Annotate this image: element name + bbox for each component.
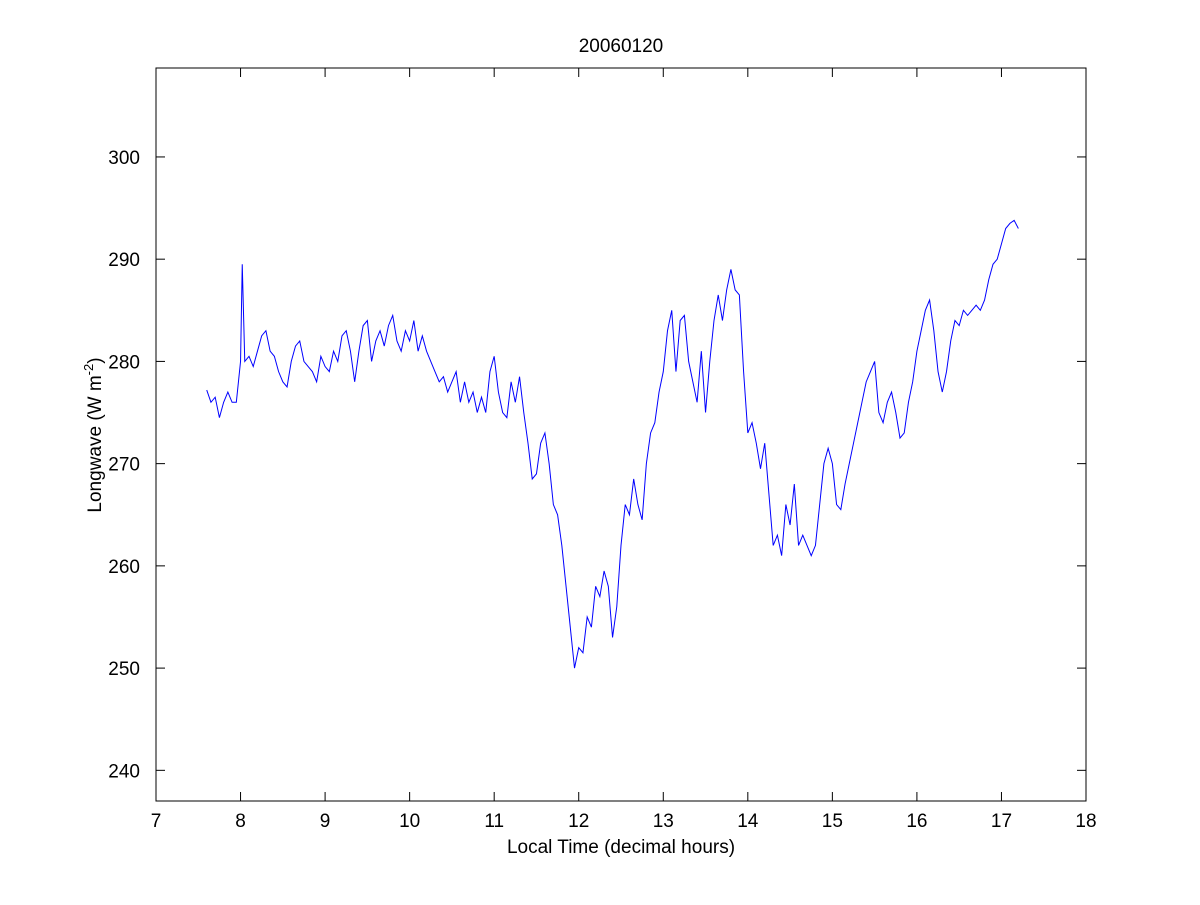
y-tick-label: 270	[108, 455, 140, 476]
x-tick-label: 13	[653, 811, 674, 832]
y-tick-label: 260	[108, 557, 140, 578]
y-axis-label: Longwave (W m-2)	[81, 357, 106, 512]
x-axis-label: Local Time (decimal hours)	[507, 837, 735, 858]
x-tick-label: 10	[399, 811, 420, 832]
y-tick-label: 300	[108, 148, 140, 169]
y-tick-label: 280	[108, 352, 140, 373]
chart-title: 20060120	[579, 36, 664, 57]
y-tick-label: 290	[108, 250, 140, 271]
x-tick-label: 14	[737, 811, 759, 832]
y-tick-label: 250	[108, 659, 140, 680]
plot-box	[155, 67, 1087, 802]
x-tick-label: 12	[568, 811, 589, 832]
x-tick-label: 11	[484, 811, 504, 832]
data-line	[206, 219, 1019, 669]
x-tick-label: 9	[320, 811, 331, 832]
y-label-suffix: )	[85, 357, 106, 363]
x-tick-label: 17	[991, 811, 1012, 832]
x-tick-label: 18	[1075, 811, 1096, 832]
y-label-superscript: -2	[81, 364, 96, 376]
x-tick-label: 7	[151, 811, 162, 832]
y-tick-label: 240	[108, 761, 140, 782]
x-tick-label: 8	[235, 811, 246, 832]
x-tick-label: 15	[822, 811, 843, 832]
y-label-text: Longwave (W m	[85, 375, 106, 512]
x-tick-label: 16	[906, 811, 927, 832]
